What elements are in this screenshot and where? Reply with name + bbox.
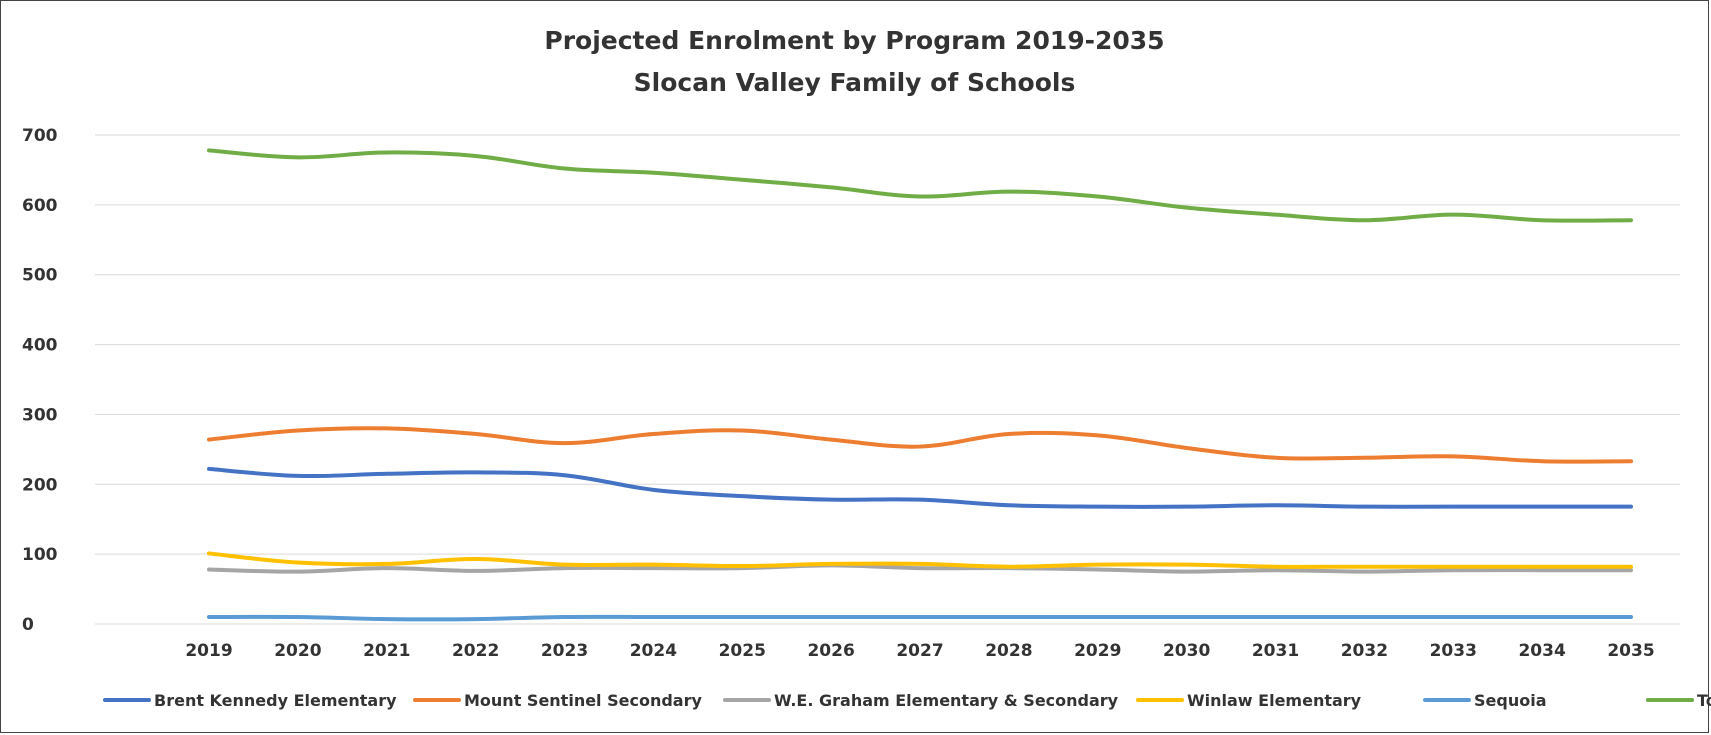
x-tick-label: 2024 [630, 641, 677, 661]
x-tick-label: 2026 [807, 641, 854, 661]
series-line-5 [207, 148, 1633, 223]
series-line-0 [207, 466, 1633, 509]
legend: Brent Kennedy Elementary Mount Sentinel S… [103, 691, 1711, 710]
y-tick-label: 600 [22, 196, 58, 216]
x-tick-label: 2021 [363, 641, 410, 661]
x-axis: 2019 2020 2021 2022 2023 2024 2025 2026 2027 2028… [185, 641, 1654, 661]
y-tick-label: 700 [22, 126, 58, 146]
x-tick-label: 2030 [1163, 641, 1210, 661]
legend-item: Winlaw Elementary [1136, 691, 1362, 710]
y-tick-label: 400 [22, 336, 58, 356]
legend-item: W.E. Graham Elementary & Secondary [723, 691, 1119, 710]
y-tick-label: 300 [22, 405, 58, 425]
x-tick-label: 2033 [1430, 641, 1477, 661]
legend-label: Total [1697, 691, 1711, 710]
series-line-2 [207, 563, 1633, 574]
x-tick-label: 2019 [185, 641, 232, 661]
chart-title: Projected Enrolment by Program 2019-2035 [544, 26, 1165, 55]
gridlines [95, 134, 1680, 625]
x-tick-label: 2023 [541, 641, 588, 661]
legend-item: Sequoia [1423, 691, 1547, 710]
x-tick-label: 2028 [985, 641, 1032, 661]
legend-label: Sequoia [1474, 691, 1547, 710]
y-tick-label: 500 [22, 266, 58, 286]
chart-subtitle: Slocan Valley Family of Schools [633, 68, 1076, 97]
legend-item: Brent Kennedy Elementary [103, 691, 397, 710]
legend-label: W.E. Graham Elementary & Secondary [774, 691, 1119, 710]
x-tick-label: 2035 [1607, 641, 1654, 661]
y-tick-label: 0 [22, 615, 34, 635]
legend-item: Total [1646, 691, 1711, 710]
y-tick-label: 200 [22, 475, 58, 495]
series-line-1 [207, 426, 1633, 464]
legend-item: Mount Sentinel Secondary [413, 691, 702, 710]
series-lines [207, 148, 1633, 622]
x-tick-label: 2025 [719, 641, 766, 661]
legend-label: Winlaw Elementary [1187, 691, 1362, 710]
legend-label: Mount Sentinel Secondary [464, 691, 702, 710]
x-tick-label: 2031 [1252, 641, 1299, 661]
legend-label: Brent Kennedy Elementary [154, 691, 397, 710]
x-tick-label: 2022 [452, 641, 499, 661]
x-tick-label: 2034 [1518, 641, 1565, 661]
x-tick-label: 2029 [1074, 641, 1121, 661]
x-tick-label: 2020 [274, 641, 321, 661]
x-tick-label: 2027 [896, 641, 943, 661]
x-tick-label: 2032 [1341, 641, 1388, 661]
series-line-3 [207, 551, 1633, 569]
series-line-4 [207, 614, 1633, 622]
y-tick-label: 100 [22, 545, 58, 565]
y-axis: 0 100 200 300 400 500 600 700 [22, 126, 58, 635]
